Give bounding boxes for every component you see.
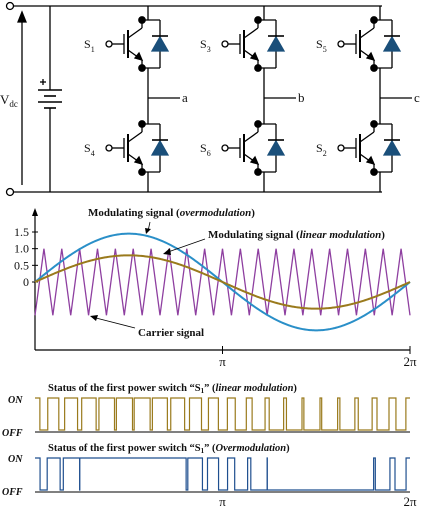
igbt-emitter-arrow (365, 155, 376, 166)
igbt-emitter-arrow (249, 155, 260, 166)
linear-off-label: OFF (2, 428, 23, 439)
igbt-collector (359, 131, 375, 143)
igbt-switch-4 (105, 120, 170, 176)
modulation-chart: 1.5 1.0 0.5 0 π 2π Modulating signal (overmo… (14, 207, 417, 369)
junction-dot (370, 168, 378, 176)
igbt-collector (127, 27, 143, 39)
junction-dot (254, 120, 262, 128)
status-chart-linear: Status of the first power switch “S1” (l… (2, 383, 410, 439)
igbt-emitter-arrow (133, 155, 144, 166)
positive-terminal (5, 1, 15, 11)
diode-icon (382, 35, 402, 52)
y-tick-label: 0.5 (14, 258, 29, 272)
over-x-tick-label: 2π (403, 494, 417, 509)
junction-dot (254, 64, 262, 72)
carrier-pointer (95, 317, 136, 329)
overmodulation-pointer-head (145, 228, 151, 234)
overmodulation-label: Modulating signal (overmodulation) (88, 207, 255, 219)
diode-icon (266, 35, 286, 52)
status-chart-overmodulation: Status of the first power switch “S1” (O… (2, 443, 417, 509)
junction-dot (370, 120, 378, 128)
switch-label: S1 (84, 37, 95, 54)
igbt-collector (243, 131, 259, 143)
gate-terminal (337, 40, 345, 48)
junction-dot (254, 168, 262, 176)
diode-icon (150, 35, 170, 52)
linear-pointer (167, 238, 206, 253)
inverter-circuit (5, 1, 412, 197)
x-tick-label: π (219, 354, 226, 369)
gate-terminal (337, 144, 345, 152)
junction-dot (138, 16, 146, 24)
igbt-switch-2 (337, 120, 402, 176)
linear-label: Modulating signal (linear modulation) (208, 229, 385, 241)
igbt-switch-6 (221, 120, 286, 176)
igbt-collector (359, 27, 375, 39)
igbt-emitter-arrow (249, 51, 260, 62)
igbt-emitter-arrow (133, 51, 144, 62)
igbt-switch-5 (337, 16, 402, 72)
over-off-label: OFF (2, 487, 23, 498)
phase-label-b: b (298, 90, 305, 105)
junction-dot (138, 120, 146, 128)
diode-icon (266, 139, 286, 156)
carrier-pointer-head (90, 315, 98, 321)
negative-terminal (5, 187, 15, 197)
gate-terminal (221, 40, 229, 48)
x-tick-label: 2π (403, 354, 417, 369)
junction-dot (254, 16, 262, 24)
over-x-tick-label: π (219, 494, 226, 509)
diode-icon (150, 139, 170, 156)
linear-modulation-signal-line (34, 254, 411, 310)
linear-pointer-head (163, 248, 171, 255)
gate-terminal (105, 144, 113, 152)
gate-terminal (105, 40, 113, 48)
igbt-switch-3 (221, 16, 286, 72)
over-on-label: ON (8, 454, 23, 465)
igbt-collector (127, 131, 143, 143)
igbt-switch-1 (105, 16, 170, 72)
linear-status-waveform (35, 397, 410, 431)
junction-dot (370, 64, 378, 72)
phase-label-c: c (414, 90, 420, 105)
over-status-title: Status of the first power switch “S1” (O… (48, 443, 290, 455)
vdc-arrow-head (17, 10, 27, 23)
y-tick-label: 1.5 (14, 225, 29, 239)
igbt-collector (243, 27, 259, 39)
vdc-label: Vdc (0, 92, 18, 109)
over-status-waveform (35, 457, 410, 491)
linear-status-title: Status of the first power switch “S1” (l… (48, 383, 297, 395)
phase-label-a: a (182, 90, 188, 105)
y-tick-label: 0 (23, 275, 29, 289)
junction-dot (138, 64, 146, 72)
carrier-label: Carrier signal (138, 327, 204, 339)
diode-icon (382, 139, 402, 156)
switch-label: S5 (316, 37, 327, 54)
gate-terminal (221, 144, 229, 152)
igbt-emitter-arrow (365, 51, 376, 62)
switch-label: S6 (200, 141, 211, 158)
switch-label: S3 (200, 37, 211, 54)
switch-label: S4 (84, 141, 95, 158)
y-axis-arrow (32, 208, 38, 216)
junction-dot (138, 168, 146, 176)
y-tick-label: 1.0 (14, 242, 29, 256)
switch-label: S2 (316, 141, 327, 158)
junction-dot (370, 16, 378, 24)
linear-on-label: ON (8, 395, 23, 406)
carrier-signal-line (34, 248, 411, 316)
